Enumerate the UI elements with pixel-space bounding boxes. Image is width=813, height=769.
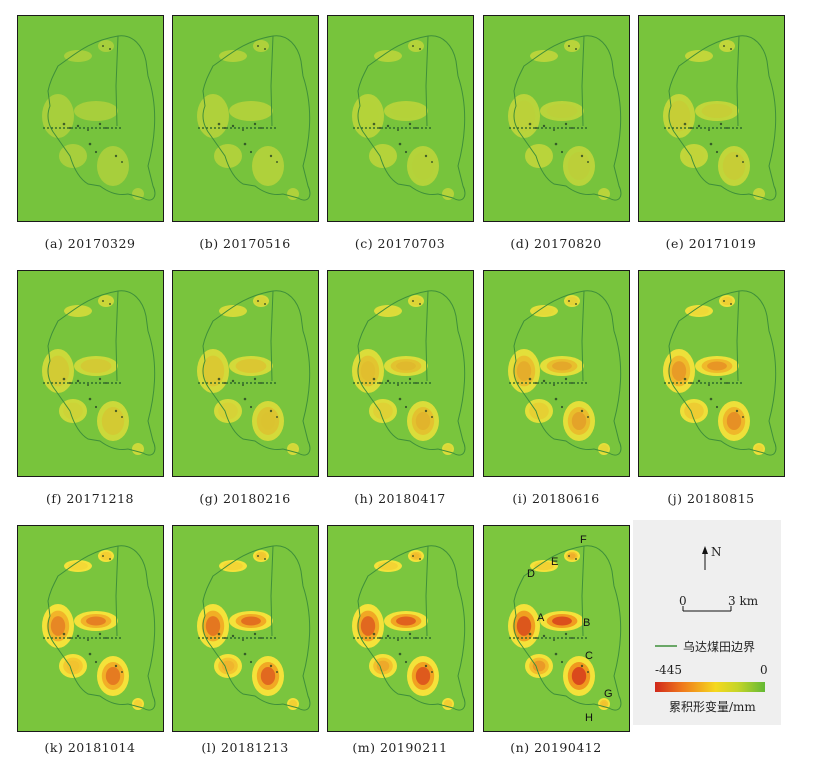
interferogram-panel xyxy=(327,270,474,477)
panel-caption: (d) 20170820 xyxy=(510,236,602,251)
coalfield-boundary xyxy=(357,545,466,711)
panel-caption: (c) 20170703 xyxy=(354,236,446,251)
coalfield-boundary xyxy=(668,290,777,456)
interferogram-panel xyxy=(483,15,630,222)
coalfield-boundary xyxy=(668,35,777,201)
panel-caption: (k) 20181014 xyxy=(44,740,136,755)
interferogram-panel xyxy=(638,270,785,477)
colormap-max-label: 0 xyxy=(760,663,768,677)
deformation-map xyxy=(173,16,318,221)
panel-caption: (f) 20171218 xyxy=(46,491,134,506)
coalfield-boundary xyxy=(357,290,466,456)
scale-zero-label: 0 xyxy=(679,594,687,608)
deformation-map xyxy=(484,526,629,731)
deformation-map xyxy=(18,16,163,221)
panel-caption: (j) 20180815 xyxy=(667,491,755,506)
panel-caption: (m) 20190211 xyxy=(352,740,448,755)
coalfield-boundary xyxy=(202,545,311,711)
interferogram-panel xyxy=(172,270,319,477)
interferogram-panel xyxy=(327,15,474,222)
interferogram-panel xyxy=(17,15,164,222)
subsidence-zone-label: C xyxy=(585,650,593,662)
coalfield-boundary xyxy=(47,35,156,201)
coalfield-boundary xyxy=(47,545,156,711)
legend-graphics xyxy=(655,546,732,647)
deformation-map xyxy=(484,271,629,476)
subsidence-zone-label: G xyxy=(604,688,613,700)
coalfield-boundary xyxy=(47,290,156,456)
interferogram-panel xyxy=(172,15,319,222)
north-label: N xyxy=(711,545,722,559)
coalfield-boundary xyxy=(513,290,622,456)
subsidence-zone-label: E xyxy=(551,556,559,568)
scale-end-label: 3 km xyxy=(728,594,759,608)
interferogram-panel xyxy=(483,525,630,732)
deformation-map xyxy=(328,16,473,221)
panel-caption: (l) 20181213 xyxy=(201,740,289,755)
deformation-map xyxy=(639,16,784,221)
coalfield-boundary xyxy=(357,35,466,201)
coalfield-boundary xyxy=(202,290,311,456)
panel-caption: (h) 20180417 xyxy=(354,491,446,506)
deformation-map xyxy=(18,271,163,476)
legend: N 0 3 km 乌达煤田边界 -445 0 累积形变量/mm xyxy=(633,520,781,725)
deformation-map xyxy=(328,271,473,476)
coalfield-boundary xyxy=(513,545,622,711)
deformation-map xyxy=(484,16,629,221)
panel-caption: (n) 20190412 xyxy=(510,740,602,755)
subsidence-zone-label: D xyxy=(527,568,535,580)
interferogram-panel xyxy=(638,15,785,222)
panel-caption: (g) 20180216 xyxy=(199,491,291,506)
coalfield-boundary xyxy=(202,35,311,201)
colormap-bar xyxy=(655,682,765,692)
deformation-map xyxy=(173,271,318,476)
deformation-map xyxy=(173,526,318,731)
deformation-map xyxy=(328,526,473,731)
panel-caption: (e) 20171019 xyxy=(665,236,757,251)
colormap-min-label: -445 xyxy=(655,663,682,677)
north-arrow-head-icon xyxy=(702,546,708,554)
interferogram-panel xyxy=(17,525,164,732)
colormap-title: 累积形变量/mm xyxy=(669,700,756,714)
subsidence-zone-label: A xyxy=(537,612,545,624)
coalfield-boundary xyxy=(513,35,622,201)
panel-caption: (i) 20180616 xyxy=(512,491,600,506)
interferogram-panel xyxy=(483,270,630,477)
panel-caption: (a) 20170329 xyxy=(44,236,136,251)
interferogram-panel xyxy=(17,270,164,477)
deformation-map xyxy=(639,271,784,476)
deformation-map xyxy=(18,526,163,731)
subsidence-zone-label: B xyxy=(583,617,591,629)
boundary-label: 乌达煤田边界 xyxy=(683,640,756,654)
subsidence-zone-label: H xyxy=(585,712,593,724)
subsidence-zone-label: F xyxy=(580,534,587,546)
panel-caption: (b) 20170516 xyxy=(199,236,291,251)
interferogram-panel xyxy=(327,525,474,732)
interferogram-panel xyxy=(172,525,319,732)
